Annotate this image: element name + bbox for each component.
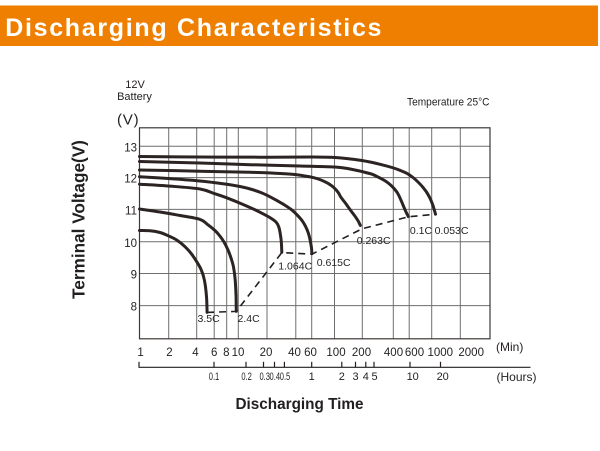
svg-text:60: 60 [304,347,317,359]
svg-text:20: 20 [260,347,273,359]
svg-text:0.053C: 0.053C [435,225,469,237]
svg-text:10: 10 [232,347,245,359]
svg-text:Discharging Time: Discharging Time [235,396,363,413]
svg-text:Terminal Voltage(V): Terminal Voltage(V) [69,140,89,299]
svg-text:2: 2 [339,371,345,383]
svg-text:2000: 2000 [458,347,484,359]
svg-text:11: 11 [125,205,137,217]
svg-text:5: 5 [371,371,377,383]
svg-text:4: 4 [363,371,369,383]
svg-text:100: 100 [326,347,345,359]
svg-text:0.1: 0.1 [209,371,220,383]
svg-text:400: 400 [384,347,403,359]
svg-text:10: 10 [407,371,419,383]
svg-text:Battery: Battery [117,91,152,103]
svg-text:(V): (V) [117,111,139,128]
svg-text:12: 12 [124,174,137,186]
svg-text:(Hours): (Hours) [497,370,537,384]
svg-text:3.5C: 3.5C [198,313,221,325]
svg-text:0.4: 0.4 [270,371,281,383]
svg-text:1000: 1000 [428,347,454,359]
svg-text:2: 2 [166,347,172,359]
svg-text:0.3: 0.3 [259,371,270,383]
svg-text:8: 8 [131,302,137,314]
svg-text:40: 40 [288,347,301,359]
svg-text:3: 3 [352,371,358,383]
svg-text:20: 20 [437,371,449,383]
svg-text:12V: 12V [125,79,145,91]
svg-text:0.5: 0.5 [280,371,291,383]
svg-text:0.1C: 0.1C [410,225,433,237]
svg-text:Temperature 25°C: Temperature 25°C [407,97,490,109]
svg-text:0.2: 0.2 [241,371,252,383]
svg-text:0.263C: 0.263C [357,235,391,247]
svg-text:1: 1 [309,371,315,383]
svg-text:8: 8 [223,347,229,359]
svg-text:1: 1 [137,347,143,359]
svg-text:2.4C: 2.4C [238,313,261,325]
svg-text:13: 13 [124,142,137,154]
svg-text:9: 9 [131,270,137,282]
svg-text:200: 200 [352,347,371,359]
svg-text:Discharging Characteristics: Discharging Characteristics [5,14,383,42]
svg-text:(Min): (Min) [496,340,523,354]
svg-text:4: 4 [192,347,199,359]
svg-text:0.615C: 0.615C [317,257,351,269]
svg-text:600: 600 [405,347,424,359]
svg-text:10: 10 [124,238,137,250]
svg-text:6: 6 [211,347,217,359]
svg-text:1.064C: 1.064C [278,261,312,273]
